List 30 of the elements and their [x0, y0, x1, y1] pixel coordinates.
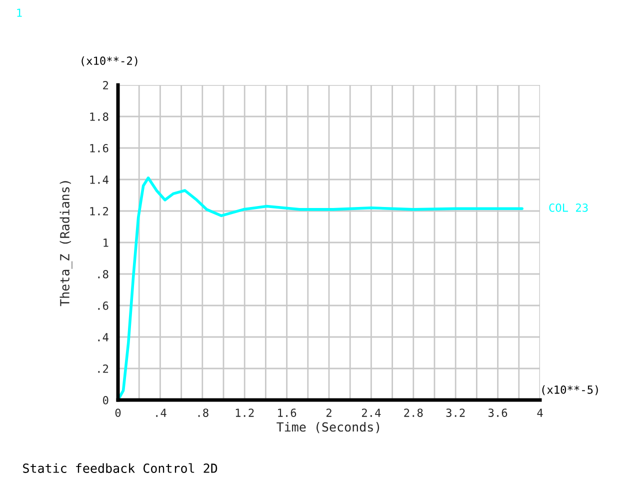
y-axis-title: Theta_Z (Radians) [60, 181, 72, 306]
y-tick-label: 0 [103, 396, 108, 404]
y-tick-label: 1.8 [90, 112, 108, 121]
x-tick-label: .8 [198, 408, 208, 417]
x-tick-label: 1.2 [236, 408, 254, 417]
text: (x10**-5) [542, 385, 598, 396]
y-tick-label: 1 [104, 238, 108, 247]
y-tick-label: 2 [103, 81, 108, 90]
text: Static feedback Control 2D [23, 463, 218, 473]
x-tick-label: 3.6 [488, 408, 508, 417]
x-tick-label: 2 [326, 408, 332, 417]
x-tick-label: 2.4 [362, 408, 381, 417]
y-tick-label: 1.4 [90, 176, 108, 184]
x-tick-label: .4 [156, 408, 166, 417]
x-tick-label: 2.8 [404, 408, 423, 417]
text: COL 23 [549, 203, 588, 212]
y-tick-label: .6 [98, 302, 108, 310]
x-tick-label: 4 [537, 408, 543, 417]
x-axis-title: Time (Seconds) [276, 422, 380, 434]
x-tick-label: 0 [115, 408, 121, 417]
y-tick-label: .4 [98, 333, 108, 342]
y-tick-label: .2 [98, 364, 108, 373]
line-series [118, 176, 524, 400]
x-tick-label: 1.6 [278, 408, 296, 417]
text: (x10**-2) [82, 56, 138, 66]
text: 1 [17, 8, 22, 17]
y-tick-label: .8 [98, 270, 108, 278]
y-tick-label: 1.6 [90, 144, 108, 152]
x-tick-label: 3.2 [446, 408, 465, 417]
y-tick-label: 1.2 [90, 207, 108, 216]
